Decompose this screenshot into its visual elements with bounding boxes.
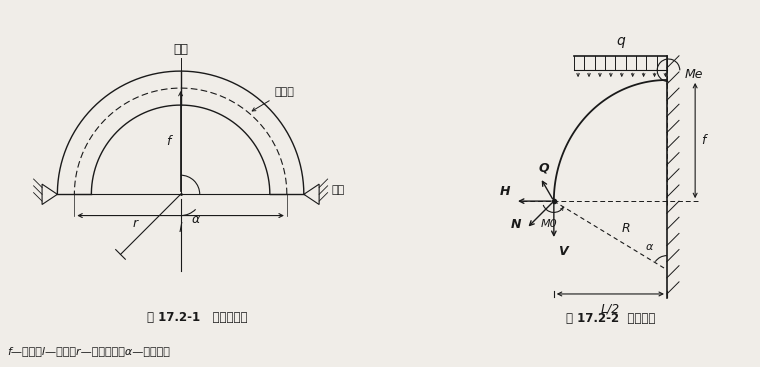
Text: f—矢高；l—跨度；r—圆弧半径；α—半弧心角: f—矢高；l—跨度；r—圆弧半径；α—半弧心角	[8, 346, 170, 356]
Text: l: l	[179, 222, 182, 235]
Text: 拱轴线: 拱轴线	[252, 87, 294, 111]
Text: r: r	[132, 217, 138, 230]
Text: L/2: L/2	[600, 302, 620, 315]
Text: Me: Me	[685, 68, 703, 81]
Text: 图 17.2-2  拱身内力: 图 17.2-2 拱身内力	[565, 312, 655, 325]
Text: q: q	[616, 34, 625, 48]
Text: H: H	[500, 185, 510, 198]
Text: V: V	[558, 245, 568, 258]
Text: Q: Q	[538, 161, 549, 174]
Text: 拱脚: 拱脚	[331, 185, 344, 195]
Text: R: R	[622, 222, 630, 236]
Text: M0: M0	[540, 219, 557, 229]
Text: f: f	[166, 135, 170, 148]
Text: α: α	[645, 242, 653, 252]
Text: 图 17.2-1   圆弧无铰拱: 图 17.2-1 圆弧无铰拱	[147, 311, 248, 324]
Text: N: N	[511, 218, 521, 231]
Text: α: α	[192, 213, 200, 226]
Text: 拱顶: 拱顶	[173, 43, 188, 56]
Text: f: f	[701, 134, 706, 147]
